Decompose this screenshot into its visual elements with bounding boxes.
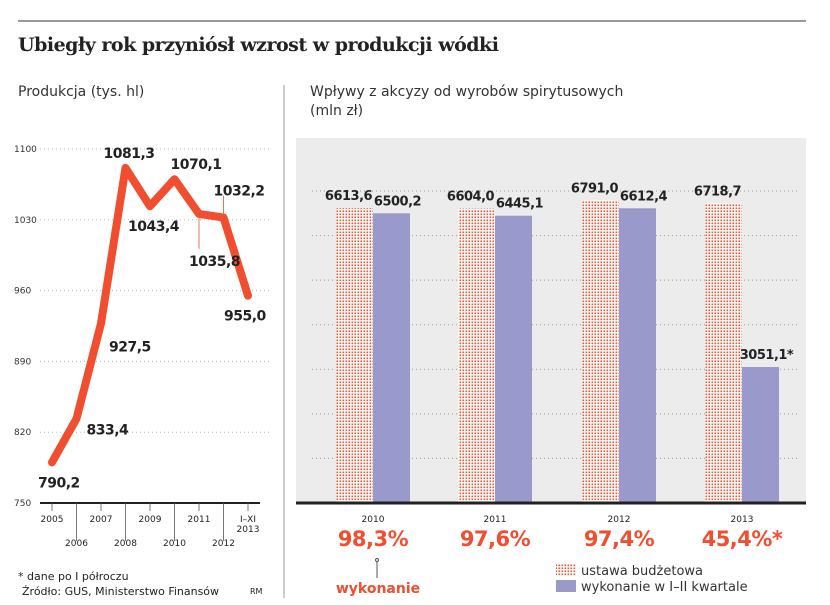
data-label: 1032,2 [214, 184, 265, 200]
y-tick-label: 1100 [14, 145, 37, 155]
data-label: 1043,4 [128, 219, 180, 235]
bar-execution [373, 213, 410, 503]
percent-label: 97,6% [460, 527, 531, 551]
bar-budget [336, 208, 373, 503]
y-tick-label: 890 [14, 357, 31, 367]
bar-budget [458, 208, 495, 504]
x-tick-label: 2010 [163, 539, 186, 549]
data-label: 955,0 [224, 309, 267, 325]
x-tick-label: 2007 [90, 515, 113, 525]
y-tick-label: 960 [14, 287, 31, 297]
bar-chart-subtitle: (mln zł) [310, 103, 364, 119]
production-line [48, 163, 252, 467]
bar-value-label: 6604,0 [447, 190, 495, 205]
percent-caption: wykonanie [336, 581, 420, 597]
source: Źródło: GUS, Ministerstwo Finansów [22, 585, 220, 598]
x-tick-label: 2009 [139, 515, 162, 525]
x-tick-label: 2013 [237, 525, 260, 535]
bar-value-label: 6791,0 [571, 181, 619, 196]
bar-value-label: 6613,6 [325, 189, 373, 204]
category-label: 2011 [484, 515, 507, 525]
bar-execution [495, 215, 532, 504]
bar-value-label: 6445,1 [496, 197, 544, 212]
x-tick-label: 2008 [114, 539, 137, 549]
legend-label-execution: wykonanie w I–II kwartale [581, 580, 748, 595]
legend-swatch-budget [556, 564, 576, 576]
data-label: 833,4 [87, 423, 130, 439]
category-label: 2010 [362, 515, 385, 525]
data-label: 1081,3 [104, 146, 155, 162]
bar-value-label: 6612,4 [620, 189, 668, 204]
data-label: 927,5 [109, 339, 151, 355]
data-label: 1035,8 [189, 254, 240, 270]
legend-swatch-execution [556, 580, 576, 592]
percent-label: 98,3% [338, 527, 409, 551]
x-tick-label: 2011 [188, 515, 211, 525]
data-label: 1070,1 [171, 157, 222, 173]
y-tick-label: 820 [14, 428, 31, 438]
bar-execution [742, 367, 779, 503]
bar-chart-title: Wpływy z akcyzy od wyrobów spirytusowych [310, 84, 624, 100]
bar-execution [619, 208, 656, 503]
page-title: Ubiegły rok przyniósł wzrost w produkcji… [18, 34, 499, 56]
pointer-dot [375, 558, 379, 562]
y-tick-label: 1030 [14, 216, 37, 226]
category-label: 2012 [608, 515, 631, 525]
footnote: * dane po I półroczu [18, 570, 129, 583]
category-label: 2013 [731, 515, 754, 525]
bar-budget [582, 200, 619, 503]
x-tick-label: 2005 [41, 515, 64, 525]
percent-label: 45,4%* [702, 527, 783, 551]
author: RM [250, 587, 263, 596]
bar-value-label: 6500,2 [374, 194, 421, 209]
legend-label-budget: ustawa budżetowa [581, 564, 703, 579]
x-tick-label: 2012 [212, 539, 235, 549]
data-label: 790,2 [38, 475, 80, 491]
x-tick-label: I–XI [240, 515, 256, 525]
bar-value-label: 6718,7 [694, 185, 742, 200]
bar-budget [705, 203, 742, 503]
x-tick-label: 2006 [65, 539, 88, 549]
y-tick-label: 750 [14, 499, 31, 509]
percent-label: 97,4% [584, 527, 655, 551]
line-chart-title: Produkcja (tys. hl) [18, 84, 145, 100]
bar-value-label: 3051,1* [740, 348, 794, 363]
